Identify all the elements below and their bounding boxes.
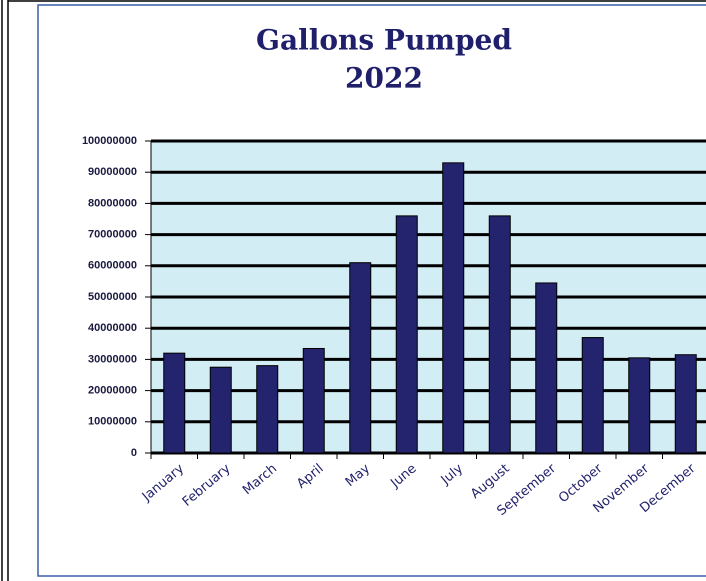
bar <box>535 282 558 454</box>
y-tick-label: 0 <box>131 447 137 459</box>
y-tick-label: 30000000 <box>88 353 137 365</box>
y-tick-label: 80000000 <box>88 197 137 209</box>
bar <box>209 366 232 454</box>
bar <box>395 215 418 454</box>
chart-subtitle: 2022 <box>345 62 423 95</box>
bar <box>349 262 372 454</box>
y-tick-label: 20000000 <box>88 385 137 397</box>
chart-title: Gallons Pumped <box>256 24 512 57</box>
y-tick-label: 50000000 <box>88 291 137 303</box>
y-tick-label: 70000000 <box>88 229 137 241</box>
y-tick-label: 40000000 <box>88 322 137 334</box>
bar <box>628 357 651 454</box>
bar <box>256 365 279 454</box>
bar <box>488 215 511 454</box>
bar <box>302 347 325 454</box>
y-tick-label: 90000000 <box>88 166 137 178</box>
bar <box>163 352 186 454</box>
bar <box>442 162 465 454</box>
bar <box>674 354 697 454</box>
y-tick-label: 10000000 <box>88 416 137 428</box>
y-tick-label: 60000000 <box>88 260 137 272</box>
y-tick-label: 100000000 <box>82 135 137 147</box>
bar <box>581 337 604 454</box>
